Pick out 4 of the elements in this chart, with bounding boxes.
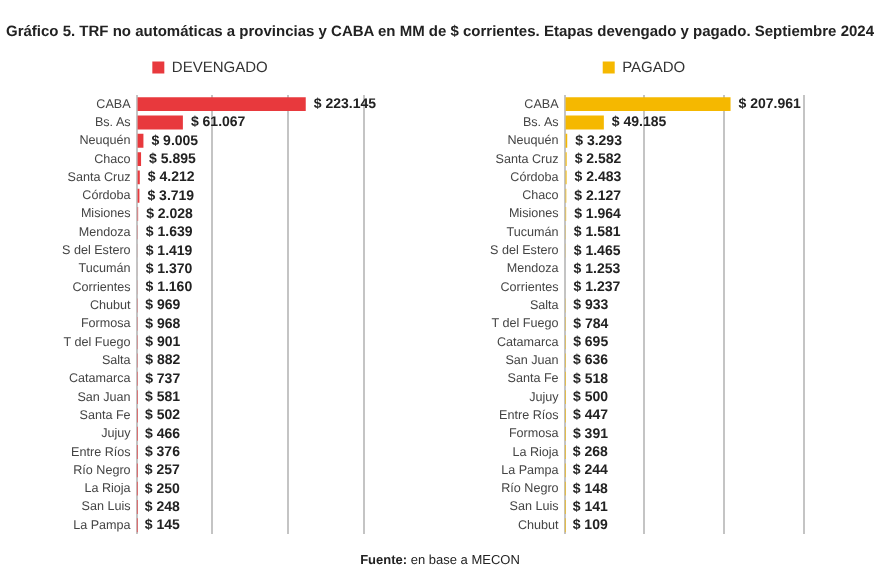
bar — [137, 97, 306, 112]
bar — [565, 115, 604, 130]
bar — [137, 115, 183, 130]
bar — [565, 97, 731, 112]
